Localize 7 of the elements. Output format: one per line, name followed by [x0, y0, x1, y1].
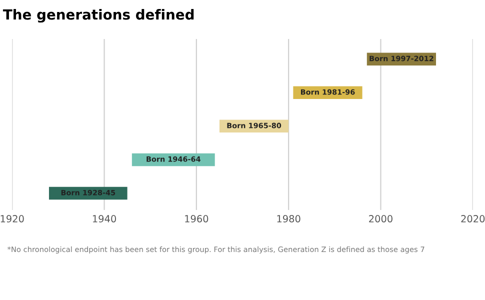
x-tick-label: 1960 [185, 215, 208, 222]
x-tick-label: 2000 [369, 215, 392, 222]
x-tick-label: 1940 [92, 215, 116, 222]
chart-title: The generations defined [2, 9, 194, 23]
x-tick-label: 1920 [0, 215, 24, 222]
x-tick-label: 2020 [461, 215, 485, 222]
x-tick-label: 1980 [277, 215, 300, 222]
